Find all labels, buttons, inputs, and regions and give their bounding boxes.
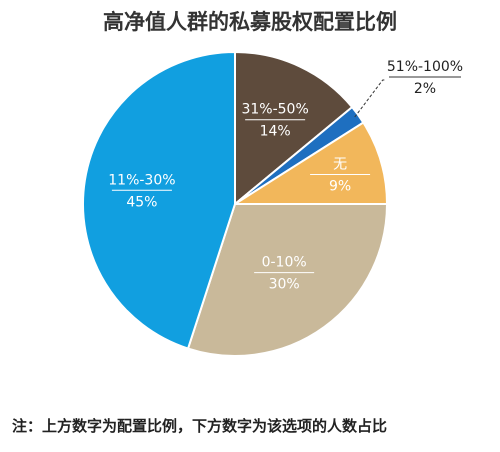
pie-labels: 31%-50% 14% 51%-100% 2% 无 9% 0-10% 30% 11%-30% 45… [108,59,463,293]
slice-value-label: 2% [414,81,436,97]
leader-line [354,79,385,118]
pie-slice-1 [234,50,354,207]
slice-category-label: 31%-50% [241,102,308,118]
pie-slice-4 [186,203,389,357]
slice-value-label: 9% [329,178,351,194]
slice-category-label: 11%-30% [108,172,175,188]
slice-category-label: 51%-100% [387,59,463,75]
slice-value-label: 45% [126,194,157,210]
footnote: 注：上方数字为配置比例，下方数字为该选项的人数占比 [12,417,388,435]
pie-slice-5 [82,50,236,350]
slice-value-label: 14% [260,124,291,140]
chart-title: 高净值人群的私募股权配置比例 [103,10,397,34]
slice-category-label: 0-10% [262,255,307,271]
slice-value-label: 30% [269,277,300,293]
slice-category-label: 无 [333,156,347,172]
pie-slices [82,50,389,357]
pie-slice-3 [231,121,389,205]
